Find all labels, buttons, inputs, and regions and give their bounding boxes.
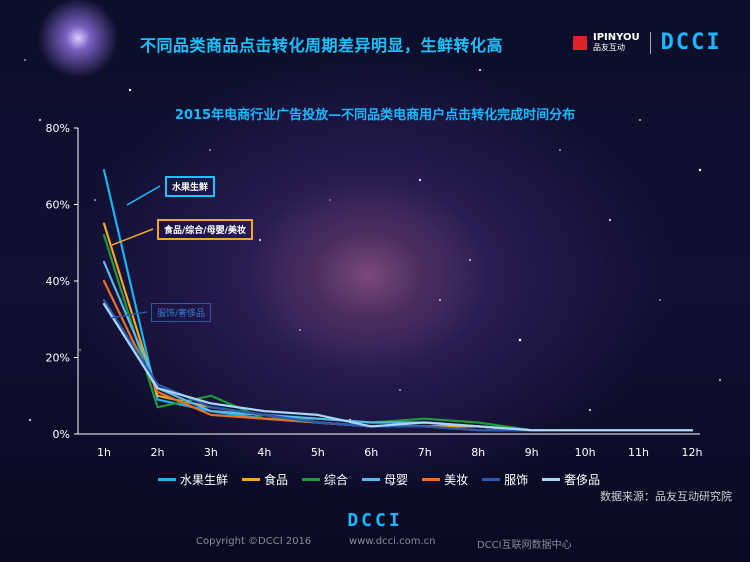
annotation-food-group: 食品/综合/母婴/美妆 (157, 219, 253, 240)
legend-label: 美妆 (444, 473, 469, 487)
series-line (102, 234, 694, 432)
legend-label: 综合 (324, 473, 349, 487)
chart-title: 2015年电商行业广告投放—不同品类电商用户点击转化完成时间分布 (174, 108, 576, 123)
y-tick-label: 80% (46, 122, 70, 135)
series-line (102, 260, 694, 432)
legend-swatch (422, 478, 441, 481)
y-tick-label: 40% (46, 275, 70, 288)
series-line (102, 169, 694, 432)
data-source: 数据来源：品友互动研究院 (600, 490, 732, 503)
legend-label: 母婴 (384, 473, 409, 487)
legend-item: 水果生鲜 (158, 471, 228, 488)
x-tick-label: 4h (257, 446, 271, 459)
series-line (102, 302, 694, 432)
ipinyou-logo-subtext: 品友互动 (593, 43, 625, 52)
x-tick-label: 2h (150, 446, 164, 459)
x-tick-label: 7h (418, 446, 432, 459)
website-link[interactable]: www.dcci.com.cn (349, 536, 436, 547)
legend-item: 美妆 (422, 471, 468, 488)
y-tick-label: 0% (53, 428, 70, 441)
slide-title: 不同品类商品点击转化周期差异明显，生鲜转化高 (140, 36, 504, 55)
legend-swatch (542, 478, 561, 481)
x-tick-label: 11h (628, 446, 649, 459)
legend-swatch (362, 478, 381, 481)
y-tick-label: 20% (46, 352, 70, 365)
y-tick-label: 60% (46, 199, 70, 212)
x-tick-label: 1h (97, 446, 111, 459)
ipinyou-logo-text: IPINYOU (593, 32, 640, 43)
x-tick-label: 5h (311, 446, 325, 459)
legend-label: 奢侈品 (564, 473, 601, 487)
brand-logos: IPINYOU 品友互动 DCCI (573, 30, 722, 55)
dcci-logo: DCCI (660, 30, 722, 55)
legend-item: 母婴 (362, 471, 408, 488)
legend-swatch (302, 478, 321, 481)
ipinyou-logo: IPINYOU 品友互动 (593, 32, 640, 53)
copyright-text: Copyright ©DCCI 2016 (196, 536, 312, 547)
x-tick-label: 12h (682, 446, 703, 459)
x-tick-label: 10h (575, 446, 596, 459)
footer-org-name: DCCI互联网数据中心 (477, 540, 572, 551)
legend-label: 服饰 (504, 473, 529, 487)
brand-divider (649, 31, 651, 54)
ipinyou-logo-icon (573, 35, 587, 50)
annotation-fresh-fruit: 水果生鲜 (165, 176, 216, 197)
x-tick-label: 8h (471, 446, 485, 459)
chart-legend: 水果生鲜 食品 综合 母婴 美妆 服饰 奢侈品 (158, 471, 600, 488)
legend-item: 综合 (302, 471, 348, 488)
legend-swatch (482, 478, 501, 481)
legend-item: 服饰 (482, 471, 528, 488)
x-tick-label: 6h (364, 446, 378, 459)
x-tick-label: 9h (525, 446, 539, 459)
legend-label: 食品 (264, 473, 289, 487)
legend-swatch (242, 478, 261, 481)
legend-item: 奢侈品 (542, 471, 600, 488)
annotation-pointer (126, 185, 161, 206)
legend-swatch (158, 478, 176, 481)
annotation-clothing-luxury: 服饰/奢侈品 (151, 303, 212, 322)
legend-label: 水果生鲜 (180, 473, 229, 487)
x-tick-label: 3h (204, 446, 218, 459)
legend-item: 食品 (242, 471, 288, 488)
dcci-footer-logo: DCCI (347, 510, 403, 531)
annotation-pointer (111, 228, 154, 246)
annotation-pointer (109, 311, 148, 319)
